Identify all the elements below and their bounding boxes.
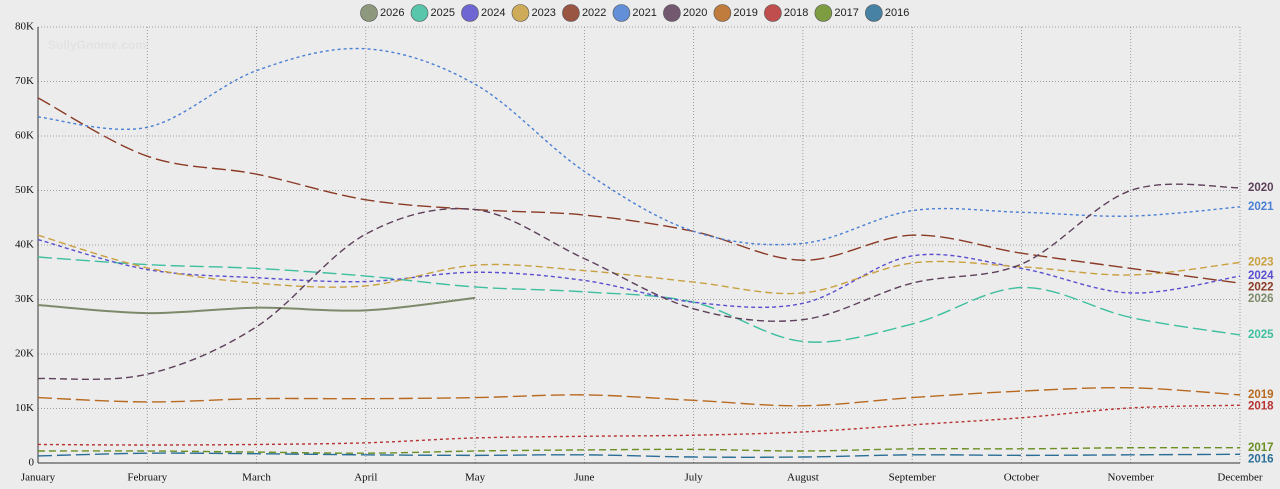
end-label: 2026 [1248, 293, 1274, 305]
legend-label: 2023 [531, 7, 555, 19]
series-line [37, 404, 1241, 446]
end-label: 2021 [1248, 201, 1274, 213]
series-line [37, 47, 1241, 246]
legend-label: 2016 [885, 7, 909, 19]
y-tick-label: 80K [15, 21, 34, 33]
series-line [37, 256, 1241, 343]
y-tick-label: 0 [29, 457, 35, 469]
legend-swatch [562, 4, 580, 22]
series-line [37, 296, 476, 315]
y-tick-label: 70K [15, 75, 34, 87]
x-tick-label: December [1217, 472, 1263, 484]
legend-label: 2021 [632, 7, 656, 19]
end-label: 2022 [1248, 282, 1274, 294]
legend-label: 2018 [784, 7, 808, 19]
series-line [37, 97, 1241, 284]
legend-label: 2026 [380, 7, 404, 19]
x-tick-label: April [354, 472, 377, 484]
legend-swatch [764, 4, 782, 22]
legend-label: 2020 [683, 7, 707, 19]
legend-swatch [410, 4, 429, 22]
legend-swatch [511, 4, 530, 22]
x-tick-label: October [1004, 472, 1040, 484]
end-label: 2024 [1248, 270, 1274, 282]
legend-swatch [360, 4, 378, 22]
y-tick-label: 40K [15, 239, 34, 251]
x-tick-label: November [1108, 472, 1155, 484]
legend-swatch [814, 4, 833, 22]
series-line [37, 452, 1241, 458]
x-tick-label: September [889, 472, 936, 484]
y-tick-label: 20K [15, 348, 34, 360]
legend-swatch [865, 4, 883, 22]
x-tick-label: March [242, 472, 271, 484]
legend-label: 2017 [834, 7, 858, 19]
legend-swatch [713, 4, 732, 22]
series-line [37, 183, 1241, 381]
x-tick-label: July [684, 472, 703, 484]
x-tick-label: August [787, 472, 819, 484]
y-tick-label: 30K [15, 293, 34, 305]
y-tick-label: 10K [15, 402, 34, 414]
series-line [37, 446, 1241, 454]
x-tick-label: May [465, 472, 486, 484]
legend-swatch [663, 4, 681, 22]
series-line [37, 386, 1241, 407]
legend-label: 2025 [430, 7, 454, 19]
end-label: 2018 [1248, 400, 1274, 412]
end-label: 2020 [1248, 182, 1274, 194]
series-line [37, 238, 1241, 309]
end-label: 2025 [1248, 329, 1274, 341]
legend-swatch [612, 4, 631, 22]
x-tick-label: January [21, 472, 56, 484]
legend-label: 2019 [733, 7, 757, 19]
x-tick-label: June [574, 472, 594, 484]
legend-label: 2024 [481, 7, 505, 19]
y-tick-label: 60K [15, 130, 34, 142]
series-line [37, 234, 1241, 295]
watermark: SullyGnome.com [48, 38, 146, 52]
end-label: 2017 [1248, 442, 1274, 454]
end-label: 2016 [1248, 453, 1274, 465]
x-tick-label: February [127, 472, 167, 484]
end-label: 2023 [1248, 256, 1274, 268]
legend-swatch [461, 4, 479, 22]
y-tick-label: 50K [15, 184, 34, 196]
legend-label: 2022 [582, 7, 606, 19]
end-label: 2019 [1248, 389, 1274, 401]
